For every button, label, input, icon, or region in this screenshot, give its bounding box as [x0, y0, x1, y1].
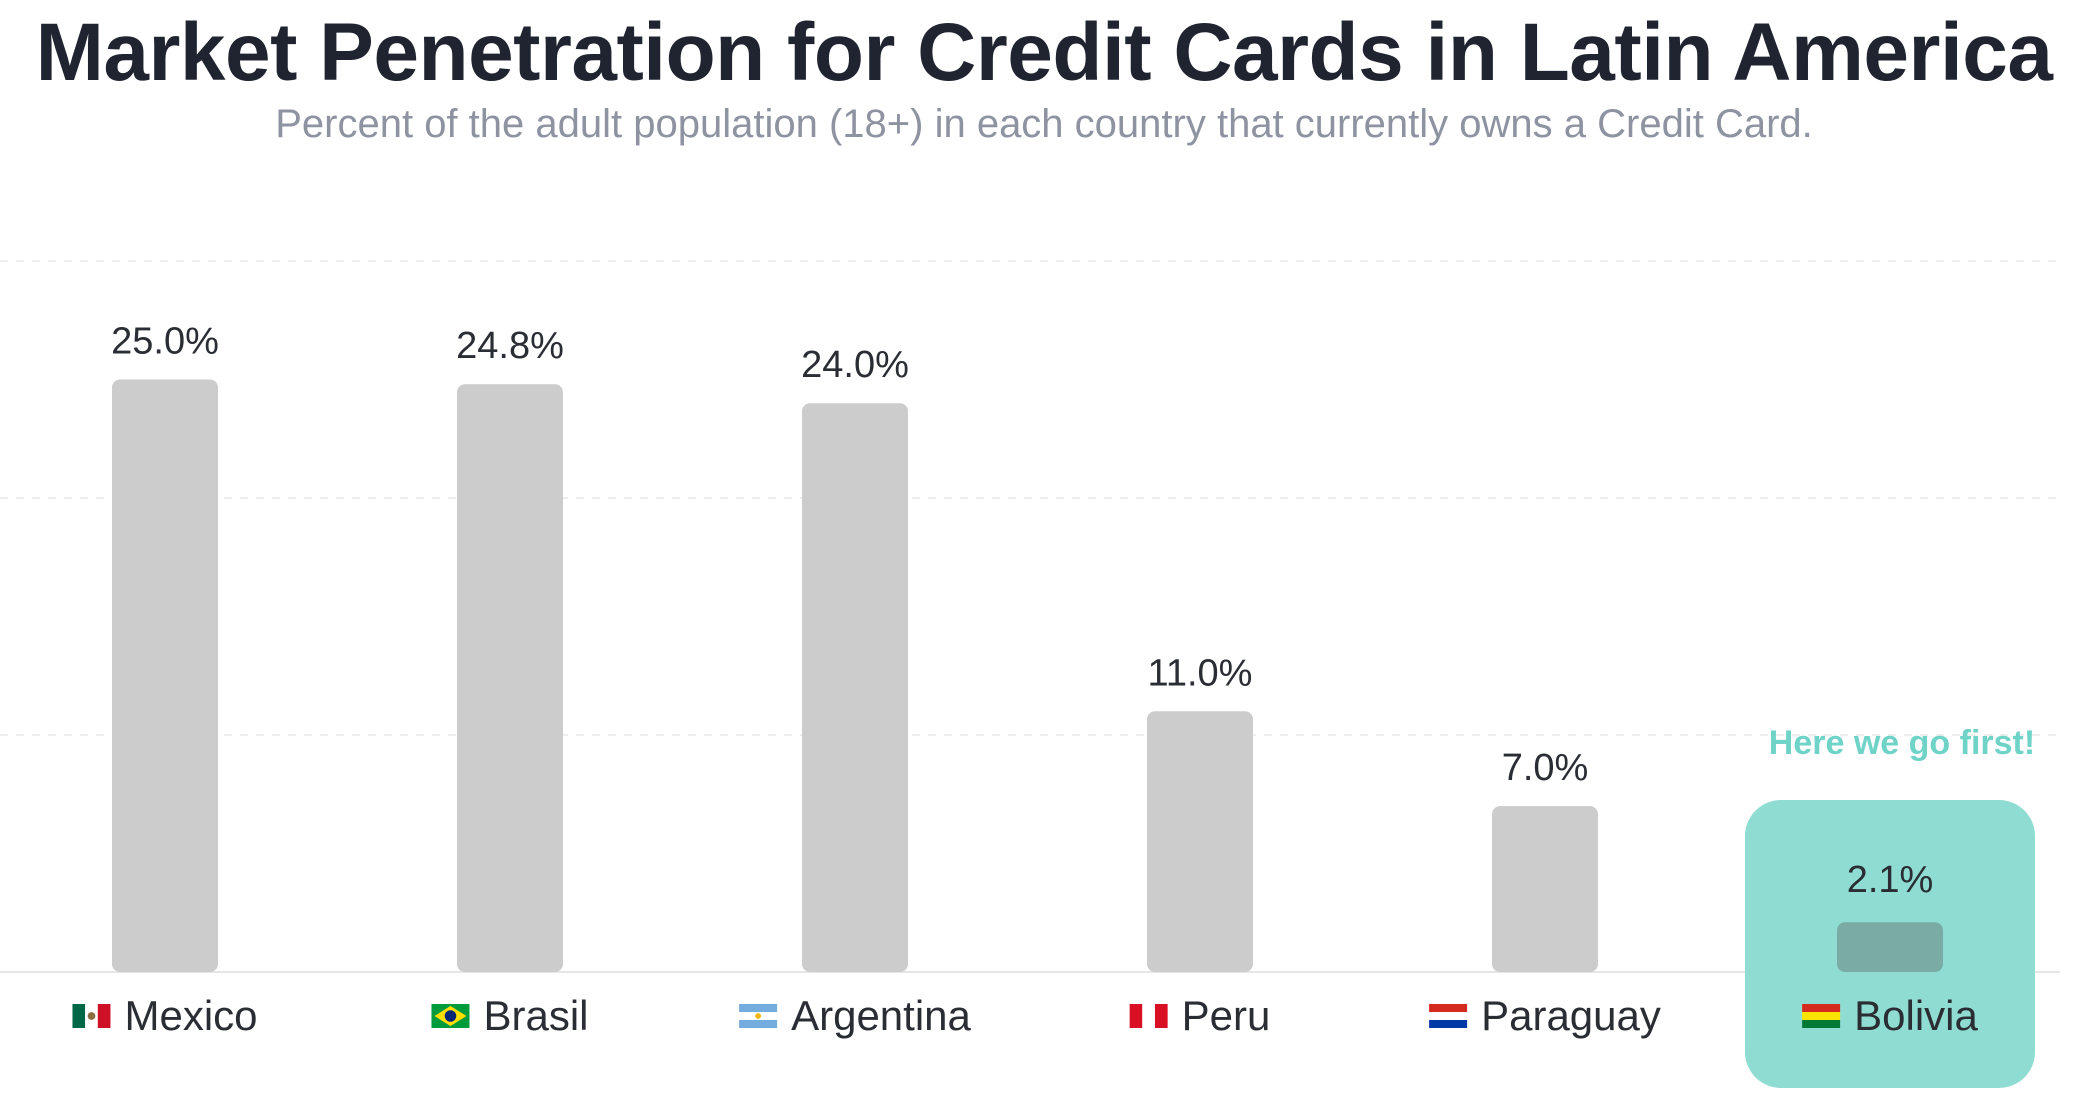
category-brasil: Brasil: [431, 992, 589, 1039]
category-label: Bolivia: [1854, 992, 1978, 1039]
category-label: Brasil: [483, 992, 588, 1039]
category-label: Mexico: [124, 992, 257, 1039]
category-label: Peru: [1182, 992, 1271, 1039]
mexico-flag-icon: [72, 1004, 111, 1028]
value-label-bolivia: 2.1%: [1847, 859, 1934, 901]
category-peru: Peru: [1129, 992, 1271, 1039]
bar-brasil: [457, 384, 563, 972]
category-label: Paraguay: [1481, 992, 1661, 1039]
category-label: Argentina: [791, 992, 971, 1039]
value-label-paraguay: 7.0%: [1502, 747, 1589, 789]
value-label-mexico: 25.0%: [111, 321, 219, 363]
bar-mexico: [112, 379, 218, 972]
category-argentina: Argentina: [739, 992, 972, 1039]
highlight-annotation: Here we go first!: [1769, 724, 2035, 762]
paraguay-flag-icon: [1429, 1004, 1468, 1028]
chart-subtitle: Percent of the adult population (18+) in…: [275, 102, 1813, 146]
bar-argentina: [802, 403, 908, 972]
peru-flag-icon: [1129, 1004, 1168, 1028]
value-label-argentina: 24.0%: [801, 344, 909, 386]
argentina-flag-icon: [739, 1004, 778, 1028]
category-paraguay: Paraguay: [1429, 992, 1661, 1039]
value-label-brasil: 24.8%: [456, 325, 564, 367]
category-mexico: Mexico: [72, 992, 258, 1039]
value-label-peru: 11.0%: [1148, 652, 1253, 694]
category-bolivia: Bolivia: [1802, 992, 1978, 1039]
brazil-flag-icon: [431, 1004, 470, 1028]
bar-peru: [1147, 711, 1253, 972]
bolivia-flag-icon: [1802, 1004, 1841, 1028]
bar-paraguay: [1492, 806, 1598, 972]
chart-title: Market Penetration for Credit Cards in L…: [35, 7, 2053, 98]
bar-bolivia: [1837, 922, 1943, 972]
